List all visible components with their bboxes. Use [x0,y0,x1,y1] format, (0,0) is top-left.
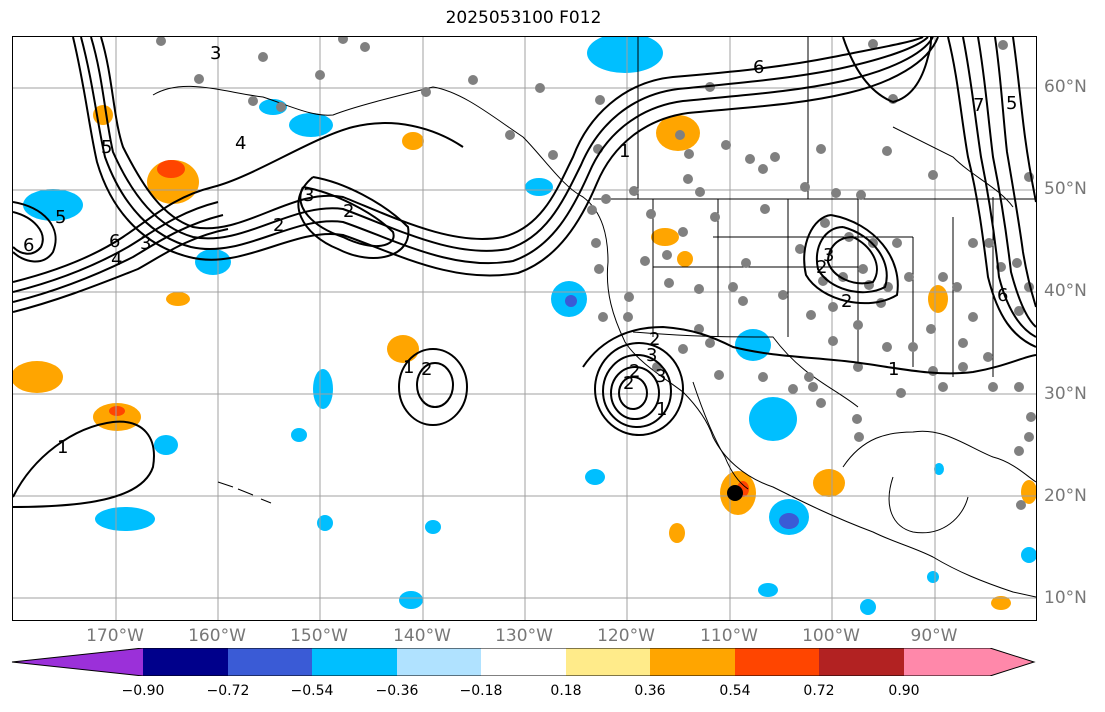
lon-label-160w: 160°W [188,626,246,646]
colorbar-tick: 0.72 [803,683,835,699]
colorbar-tick: −0.90 [121,683,165,699]
lat-label-40n: 40°N [1044,281,1087,301]
colorbar-tick: −0.72 [206,683,250,699]
colorbar-segment [397,648,481,676]
lon-label-130w: 130°W [495,626,553,646]
contour-label: 2 [649,329,660,350]
lon-label-120w: 120°W [597,626,655,646]
colorbar-tick: −0.18 [459,683,503,699]
colorbar-tick: −0.36 [375,683,419,699]
contour-label: 6 [997,285,1008,306]
lon-label-100w: 100°W [802,626,860,646]
colorbar-extend-max [990,648,1034,676]
lon-label-110w: 110°W [700,626,758,646]
lat-label-30n: 30°N [1044,384,1087,404]
colorbar-segment [566,648,650,676]
colorbar-segment [904,648,990,676]
contour-label: 5 [101,137,112,158]
contour-label: 2 [421,359,432,380]
colorbar-segment [481,648,566,676]
colorbar [11,648,1036,676]
contour-label: 7 [973,95,984,116]
contour-label: 2 [623,373,634,394]
contour-label: 2 [273,215,284,236]
colorbar-tick: −0.54 [290,683,334,699]
contour-label: 1 [619,141,630,162]
colorbar-tick: 0.54 [719,683,751,699]
contour-label: 3 [823,245,834,266]
contour-label: 2 [629,361,640,382]
station-markers [156,37,1036,510]
contour-label: 1 [57,437,68,458]
contour-lines [13,37,1036,508]
colorbar-segment [312,648,397,676]
lat-label-60n: 60°N [1044,77,1087,97]
map-svg: 3 4 5 6 4 6 3 2 3 2 6 5 1 2 3 2 1 2 1 2 … [13,37,1036,620]
contour-label: 2 [816,257,827,278]
contour-label: 3 [210,43,221,64]
contour-label: 5 [55,207,66,228]
contour-label: 1 [888,359,899,380]
colorbar-segment [228,648,312,676]
contour-label: 6 [23,235,34,256]
contour-label: 4 [235,133,246,154]
contour-label: 3 [655,366,666,387]
colorbar-segment [819,648,904,676]
colorbar-tick: 0.18 [550,683,582,699]
contour-label: 1 [403,357,414,378]
contour-label: 2 [343,201,354,222]
contour-label: 3 [140,233,151,254]
contour-label: 6 [753,57,764,78]
lon-label-170w: 170°W [86,626,144,646]
lat-label-20n: 20°N [1044,486,1087,506]
coastlines [152,37,1036,598]
contour-labels: 3 4 5 6 4 6 3 2 3 2 6 5 1 2 3 2 1 2 1 2 … [23,43,1017,458]
colorbar-segment [650,648,735,676]
lon-label-90w: 90°W [910,626,958,646]
contour-label: 3 [303,185,314,206]
colorbar-segment [735,648,819,676]
lon-label-150w: 150°W [290,626,348,646]
colorbar-segments [12,648,1034,676]
map-area[interactable]: 3 4 5 6 4 6 3 2 3 2 6 5 1 2 3 2 1 2 1 2 … [12,36,1037,621]
lon-label-140w: 140°W [393,626,451,646]
colorbar-extend-min [12,648,143,676]
contour-label: 4 [111,249,122,270]
lat-label-10n: 10°N [1044,588,1087,608]
map-title: 2025053100 F012 [445,8,602,28]
colorbar-tick: 0.36 [634,683,666,699]
contour-label: 6 [109,231,120,252]
marker-black-dot [727,485,743,501]
graticule [13,37,1036,620]
contour-label: 1 [656,399,667,420]
lat-label-50n: 50°N [1044,179,1087,199]
contour-label: 2 [841,291,852,312]
colorbar-segment [143,648,228,676]
contour-label: 5 [1006,93,1017,114]
contour-label: 3 [646,345,657,366]
colorbar-tick: 0.90 [888,683,920,699]
